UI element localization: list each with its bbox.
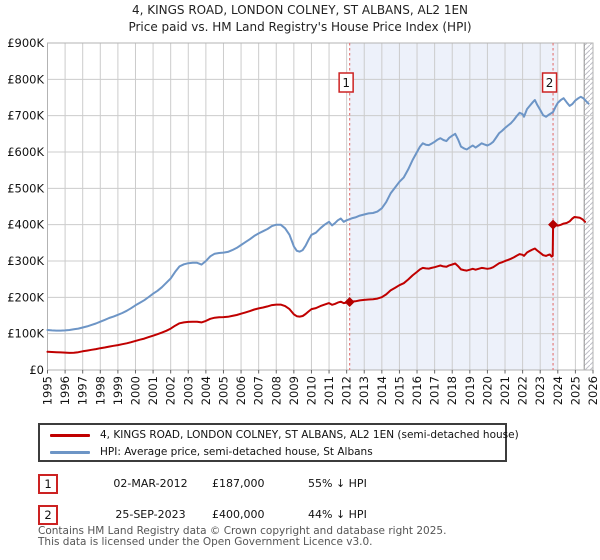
x-axis-tick-label: 2019 (463, 376, 477, 405)
page-subtitle: Price paid vs. HM Land Registry's House … (128, 20, 472, 34)
x-axis-tick-label: 2007 (252, 376, 266, 405)
x-axis-tick-label: 2020 (480, 376, 494, 405)
marker-2-badge: 2 (38, 505, 58, 525)
chart-legend: 4, KINGS ROAD, LONDON COLNEY, ST ALBANS,… (38, 423, 519, 462)
x-axis-tick-label: 2004 (199, 376, 213, 405)
property-price-line (46, 216, 587, 354)
y-axis-tick-label: £200K (7, 290, 44, 304)
x-axis-tick-label: 2012 (340, 376, 354, 405)
transaction-row-2: 2 25-SEP-2023 £400,000 44% ↓ HPI (38, 505, 518, 526)
x-axis-tick-label: 2016 (410, 376, 424, 405)
sale-point-marker-2[interactable] (548, 219, 559, 230)
x-axis-tick-label: 2011 (322, 376, 336, 405)
marker-flag-box-2 (541, 72, 558, 93)
y-axis-tick-label: £0 (29, 363, 44, 377)
x-axis-tick-label: 2000 (128, 376, 142, 405)
x-axis-tick-label: 2013 (357, 376, 371, 405)
hpi-line-swatch-icon (50, 451, 90, 454)
legend-item-property: 4, KINGS ROAD, LONDON COLNEY, ST ALBANS,… (40, 428, 519, 444)
x-axis-tick-label: 2002 (164, 376, 178, 405)
x-axis-tick-label: 2006 (234, 376, 248, 405)
x-axis-tick-label: 2008 (269, 376, 283, 405)
x-axis-tick-label: 2021 (498, 376, 512, 405)
marker-flag-label-1: 1 (342, 76, 350, 90)
x-axis-tick-label: 2024 (551, 376, 565, 405)
x-axis-tick-label: 2010 (304, 376, 318, 405)
x-axis-tick-label: 2017 (428, 376, 442, 405)
transaction-1-price: £187,000 (212, 477, 265, 490)
y-axis-tick-label: £800K (7, 72, 44, 86)
marker-flag-box-1 (338, 72, 354, 93)
x-axis-tick-label: 1996 (58, 376, 72, 405)
transaction-2-vs-hpi: 44% ↓ HPI (308, 508, 367, 521)
transaction-1-date: 02-MAR-2012 (113, 477, 188, 490)
x-axis-tick-label: 2014 (375, 376, 389, 405)
sale-point-marker-1[interactable] (344, 297, 355, 308)
future-hatch-region (584, 43, 593, 370)
attribution-line-1: Contains HM Land Registry data © Crown c… (38, 525, 447, 537)
x-axis-tick-label: 2009 (287, 376, 301, 405)
x-axis-tick-label: 1998 (93, 376, 107, 405)
transaction-1-vs-hpi: 55% ↓ HPI (308, 477, 367, 490)
attribution-text: Contains HM Land Registry data © Crown c… (38, 526, 446, 547)
y-axis-tick-label: £300K (7, 254, 44, 268)
y-axis-tick-label: £400K (7, 218, 44, 232)
legend-label-property: 4, KINGS ROAD, LONDON COLNEY, ST ALBANS,… (100, 429, 519, 441)
hpi-line (46, 95, 590, 332)
y-axis-tick-label: £600K (7, 145, 44, 159)
property-line-swatch-icon (50, 434, 90, 437)
marker-flag-label-2: 2 (546, 76, 554, 90)
ownership-period-shading (349, 43, 558, 370)
x-axis-tick-label: 1999 (111, 376, 125, 405)
x-axis-tick-label: 2018 (445, 376, 459, 405)
x-axis-tick-label: 2015 (392, 376, 406, 405)
x-axis-tick-label: 2005 (216, 376, 230, 405)
y-axis-tick-label: £100K (7, 327, 44, 341)
x-axis-tick-label: 1997 (76, 376, 90, 405)
transaction-2-price: £400,000 (212, 508, 265, 521)
legend-label-hpi: HPI: Average price, semi-detached house,… (100, 446, 373, 458)
x-axis-tick-label: 2001 (146, 376, 160, 405)
transaction-row-1: 1 02-MAR-2012 £187,000 55% ↓ HPI (38, 474, 518, 495)
page-title: 4, KINGS ROAD, LONDON COLNEY, ST ALBANS,… (131, 3, 469, 17)
marker-1-badge: 1 (38, 474, 58, 494)
y-axis-tick-label: £500K (7, 181, 44, 195)
x-axis-tick-label: 2022 (516, 376, 530, 405)
price-chart[interactable]: £0 £100K £200K £300K £400K £500K £600K £700K £80… (0, 0, 600, 422)
x-axis-tick-label: 1995 (41, 376, 55, 405)
x-axis-tick-label: 2023 (533, 376, 547, 405)
x-axis-tick-label: 2026 (586, 376, 600, 405)
y-axis-tick-label: £900K (7, 36, 44, 50)
attribution-line-2: This data is licensed under the Open Gov… (38, 535, 373, 548)
y-axis-tick-label: £700K (7, 109, 44, 123)
x-axis-tick-label: 2025 (568, 376, 582, 405)
x-axis-tick-label: 2003 (181, 376, 195, 405)
transaction-2-date: 25-SEP-2023 (115, 508, 186, 521)
legend-item-hpi: HPI: Average price, semi-detached house,… (40, 445, 505, 461)
